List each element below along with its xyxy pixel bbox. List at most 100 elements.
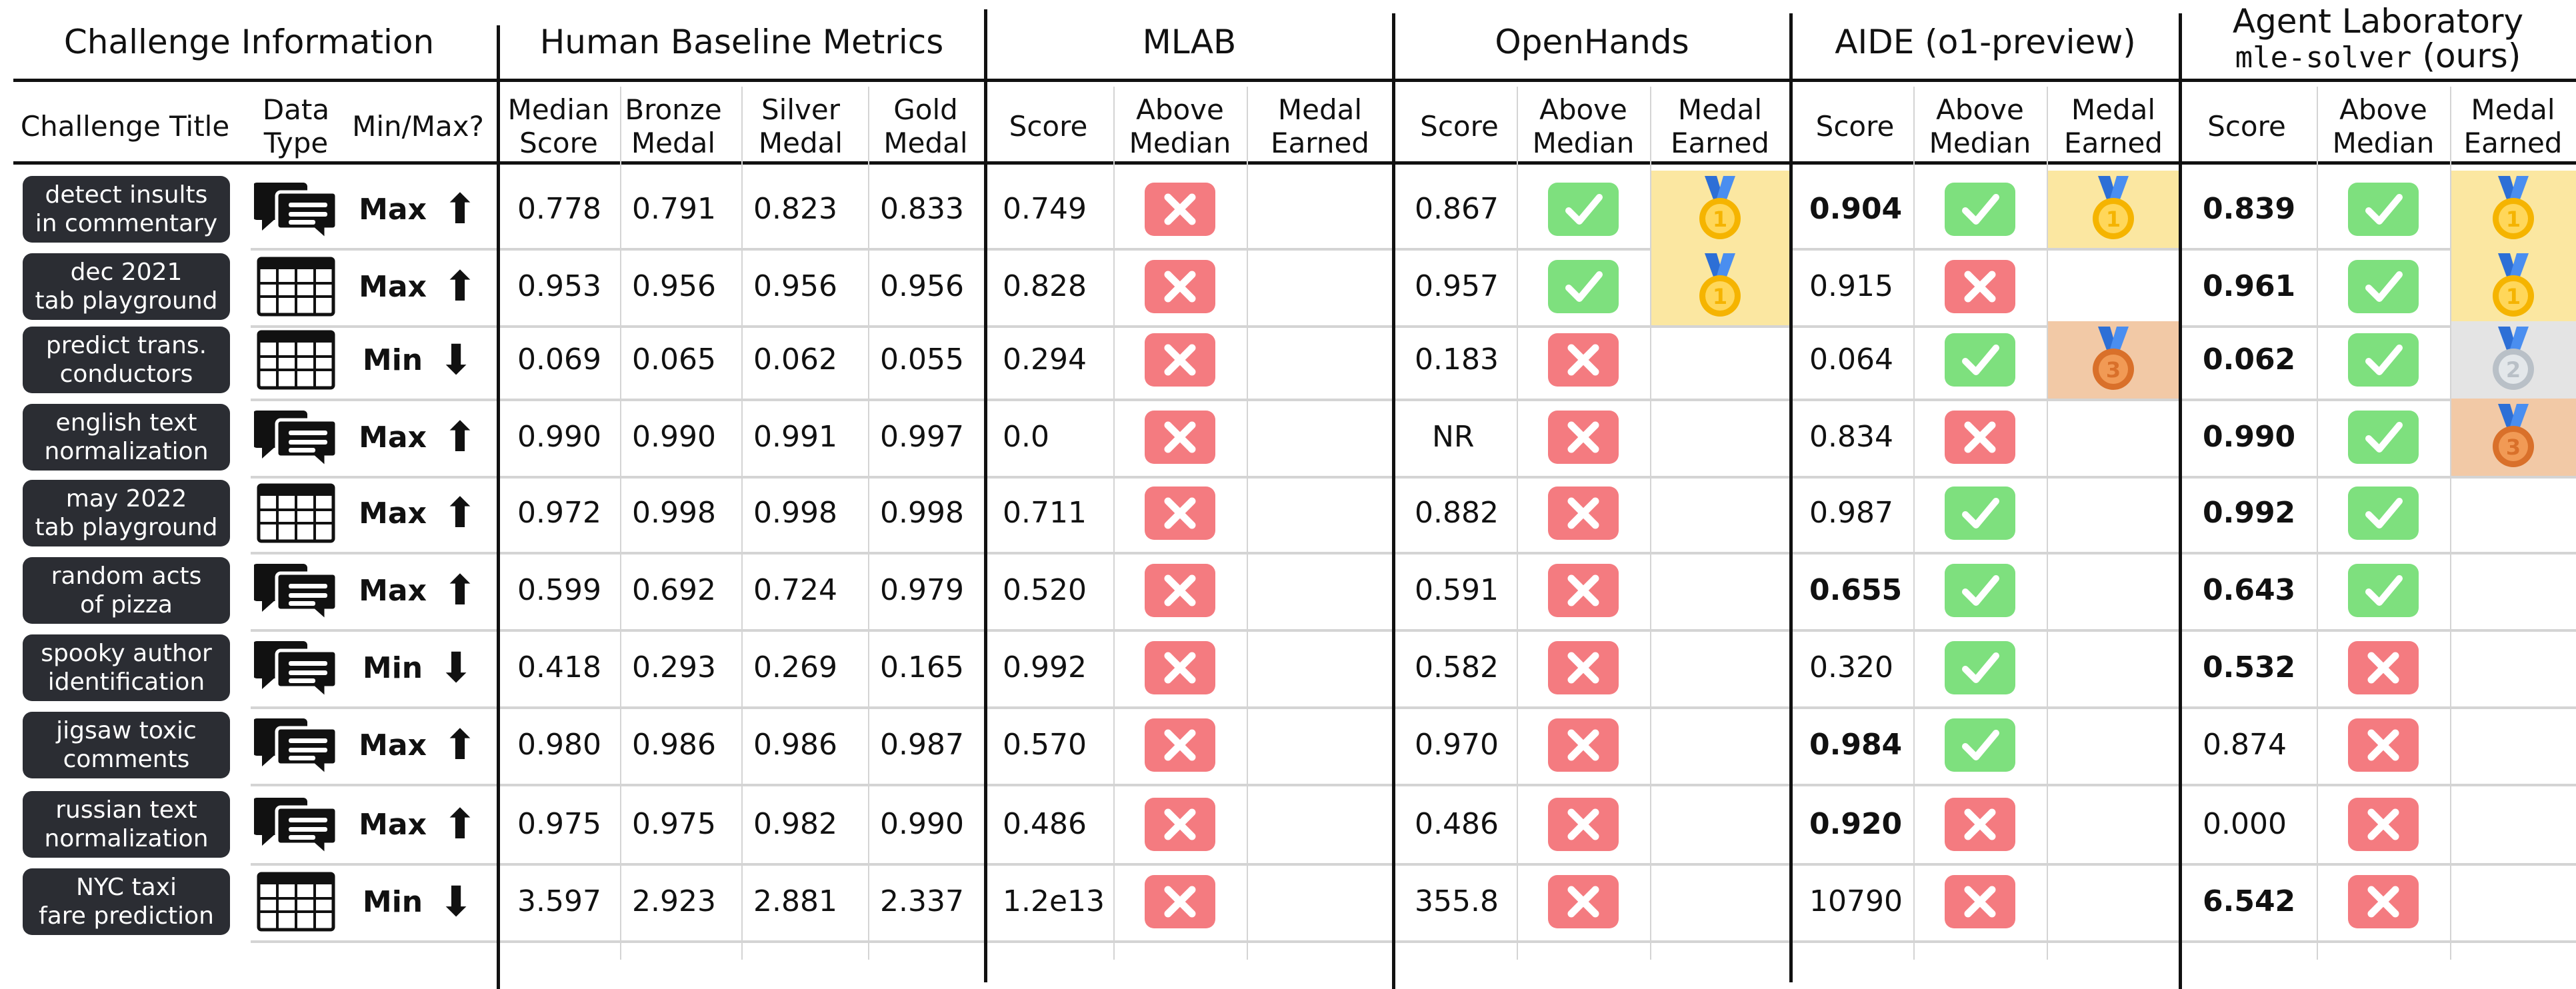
row-divider (251, 940, 2576, 943)
ours-score-cell: 0.992 (2193, 476, 2300, 550)
ours-score: 0.961 (2203, 269, 2296, 303)
ours-score-cell: 0.643 (2193, 553, 2300, 628)
check-glyph (1565, 194, 1603, 225)
ours-score: 0.992 (2203, 496, 2296, 530)
cross-glyph (2367, 886, 2399, 918)
mlab-score-cell: 0.570 (993, 708, 1103, 782)
check-glyph (2365, 345, 2403, 375)
group-aide: AIDE (o1-preview) (1791, 5, 2180, 79)
silver-medal-icon: 2 (2492, 327, 2534, 390)
aide-score: 0.655 (1809, 573, 1903, 607)
mlab-score: 0.992 (1003, 650, 1087, 684)
silver-medal-score: 0.062 (753, 343, 837, 377)
aide-score: 0.987 (1809, 496, 1893, 530)
ours-score: 0.839 (2203, 192, 2296, 226)
median-score-cell: 0.972 (505, 476, 612, 550)
cross-glyph (2367, 808, 2399, 840)
col-mlab-above-median-line1: Above (1136, 93, 1224, 126)
ours-score-cell: 0.062 (2193, 323, 2300, 397)
gold-medal-icon: 1 (2093, 176, 2134, 239)
arrow-up-icon: ⬆ (442, 185, 477, 233)
silver-medal-score: 0.823 (753, 192, 837, 226)
challenge-title-badge: russian text normalization (23, 791, 230, 858)
col-agent-laboratory-score-line1: Score (2207, 110, 2286, 143)
gold-medal-score: 2.337 (880, 884, 964, 918)
col-mlab-score: Score (993, 91, 1103, 163)
cross-mark-icon (1145, 641, 1215, 694)
openhands-above-median-cell (1517, 400, 1650, 475)
cross-glyph (1964, 808, 1996, 840)
column-divider (2317, 87, 2318, 960)
col-aide-medal-earned-line2: Earned (2064, 127, 2163, 159)
mle-solver-code: mle-solver (2235, 40, 2412, 75)
openhands-above-median-cell (1517, 476, 1650, 550)
min-max-cell: Min ⬇ (349, 323, 487, 397)
gold-medal-icon: 1 (1699, 176, 1741, 239)
cross-mark-icon (1548, 564, 1619, 617)
challenge-title-badge: dec 2021 tab playground (23, 253, 230, 320)
median-score-cell: 0.418 (505, 630, 612, 705)
check-mark-icon (2348, 260, 2419, 313)
mlab-above-median-cell (1113, 864, 1247, 939)
aide-score-cell: 0.920 (1800, 787, 1910, 862)
challenge-title-line2: conductors (59, 361, 193, 388)
check-glyph (1962, 575, 1999, 606)
group-human-baseline-label: Human Baseline Metrics (539, 23, 944, 61)
median-score: 0.953 (517, 269, 601, 303)
chat-bubbles-icon (254, 411, 338, 469)
challenge-title-line2: normalization (44, 438, 209, 465)
aide-score: 0.320 (1809, 650, 1893, 684)
silver-medal-score: 0.986 (753, 728, 837, 762)
median-score: 0.990 (517, 420, 601, 454)
ours-score-cell: 0.874 (2193, 708, 2300, 782)
cross-mark-icon (2348, 641, 2419, 694)
openhands-score: 0.867 (1415, 192, 1499, 226)
silver-medal-score-cell: 0.269 (741, 630, 860, 705)
gold-medal-score: 0.055 (880, 343, 964, 377)
ours-score: 0.874 (2203, 728, 2287, 762)
median-score: 0.778 (517, 192, 601, 226)
challenge-title-badge: detect insults in commentary (23, 176, 230, 243)
cross-glyph (1567, 808, 1599, 840)
arrow-down-icon: ⬇ (439, 335, 474, 384)
challenge-title-line2: tab playground (35, 287, 218, 315)
mlab-score-cell: 0.294 (993, 323, 1103, 397)
challenge-title-line2: fare prediction (39, 902, 214, 930)
bronze-medal-score-cell: 0.986 (620, 708, 727, 782)
bronze-medal-score: 0.293 (632, 650, 716, 684)
ours-above-median-cell (2317, 630, 2450, 705)
openhands-score: 0.970 (1415, 728, 1499, 762)
aide-medal-cell: 3 (2047, 323, 2180, 397)
aide-score-cell: 0.655 (1800, 553, 1910, 628)
cross-glyph (1964, 421, 1996, 453)
check-glyph (2365, 498, 2403, 528)
mlab-score-cell: 0.711 (993, 476, 1103, 550)
challenge-title-line1: may 2022 (65, 485, 187, 512)
cross-glyph (2367, 729, 2399, 761)
gold-medal-score-cell: 0.998 (868, 476, 983, 550)
column-divider (1113, 87, 1115, 960)
cross-mark-icon (1145, 260, 1215, 313)
gold-medal-score-cell: 0.997 (868, 400, 983, 475)
row-divider (251, 476, 2576, 479)
cross-glyph (1567, 344, 1599, 376)
column-divider (1650, 87, 1651, 960)
aide-score-cell: 0.904 (1800, 172, 1910, 247)
challenge-title-line2: comments (63, 746, 190, 773)
aide-score-cell: 0.064 (1800, 323, 1910, 397)
silver-medal-score: 0.956 (753, 269, 837, 303)
challenge-title-badge: predict trans. conductors (23, 327, 230, 393)
mlab-score-cell: 0.486 (993, 787, 1103, 862)
ours-score-cell: 0.000 (2193, 787, 2300, 862)
min-max-cell: Max ⬆ (349, 787, 487, 862)
cross-mark-icon (1145, 718, 1215, 772)
col-silver-medal-line2: Medal (758, 127, 843, 159)
cross-mark-icon (1548, 411, 1619, 464)
openhands-above-median-cell (1517, 323, 1650, 397)
data-type-cell (251, 787, 341, 862)
col-openhands-medal-earned-line2: Earned (1671, 127, 1769, 159)
bronze-medal-score-cell: 0.293 (620, 630, 727, 705)
ours-score: 6.542 (2203, 884, 2296, 918)
cross-glyph (1164, 344, 1196, 376)
col-aide-above-median: Above Median (1913, 91, 2047, 163)
